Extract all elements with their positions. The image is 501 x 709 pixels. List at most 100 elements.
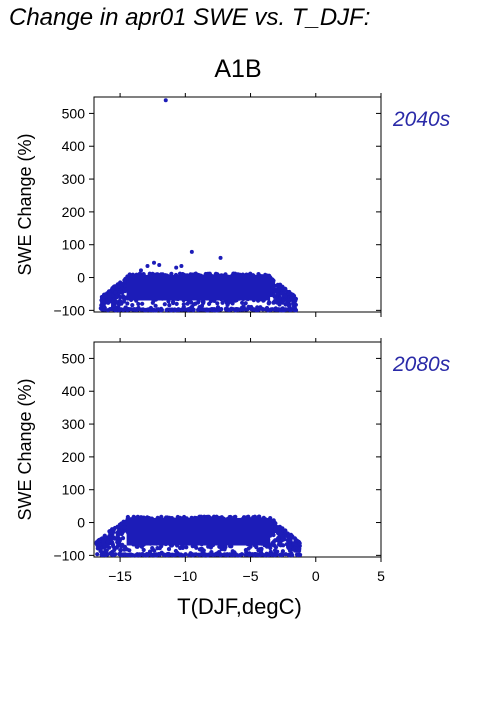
scatter-point (156, 307, 161, 312)
scatter-point (119, 290, 124, 295)
scatter-point (273, 521, 278, 526)
scatter-outlier (138, 268, 143, 273)
scatter-point (262, 553, 267, 558)
scatter-point (243, 301, 248, 306)
scatter-point (256, 548, 261, 553)
scatter-point (113, 290, 118, 295)
y-tick-label: 300 (62, 171, 86, 187)
scatter-outlier (218, 255, 223, 260)
scatter-point (141, 547, 146, 553)
scatter-point (224, 307, 229, 312)
y-axis-label: SWE Change (%) (15, 378, 35, 520)
scatter-point (222, 547, 227, 552)
scatter-point (110, 304, 116, 309)
scatter-point (283, 552, 288, 557)
scatter-point (267, 300, 272, 305)
x-tick-label: −15 (108, 568, 132, 584)
scatter-point (202, 552, 207, 557)
scatter-point (276, 287, 281, 292)
scatter-point (206, 514, 211, 519)
scatter-point (109, 530, 114, 535)
scatter-point (114, 545, 119, 550)
scatter-point (178, 545, 183, 551)
scatter-point (104, 548, 109, 553)
scatter-point (200, 299, 205, 304)
scatter-point (239, 307, 244, 312)
scatter-point (251, 307, 256, 312)
scatter-point (286, 291, 291, 296)
scatter-point (286, 536, 292, 541)
scatter-point (282, 298, 287, 303)
scatter-point (171, 300, 176, 306)
scatter-point (108, 307, 113, 312)
y-tick-label: 0 (77, 270, 85, 286)
scatter-point (271, 285, 276, 290)
scatter-point (289, 296, 294, 301)
scatter-point (99, 302, 104, 307)
scatter-point (230, 549, 235, 554)
scatter-point (107, 534, 112, 539)
y-tick-label: 100 (62, 482, 86, 498)
scatter-point (95, 552, 100, 557)
scatter-point (146, 307, 151, 312)
scatter-point (103, 535, 108, 540)
scatter-point (287, 553, 292, 558)
scatter-point (114, 299, 119, 304)
scatter-point (271, 300, 276, 305)
scatter-point (294, 552, 300, 557)
scatter-point (243, 552, 248, 557)
y-tick-label: 200 (62, 449, 86, 465)
scatter-points (94, 514, 303, 558)
scatter-point (272, 307, 277, 312)
scatter-point (174, 301, 179, 306)
scatter-point (118, 548, 123, 553)
scatter-point (279, 291, 284, 296)
scatter-point (280, 534, 285, 539)
scatter-point (207, 301, 212, 306)
scatter-point (121, 299, 126, 304)
x-tick-label: 0 (312, 568, 320, 584)
scatter-point (281, 543, 286, 548)
scatter-point (119, 521, 124, 526)
scatter-point (293, 307, 298, 312)
scatter-point (240, 300, 245, 305)
scatter-point (162, 302, 167, 307)
scatter-point (125, 552, 130, 558)
scatter-point (283, 293, 288, 298)
scatter-point (269, 552, 274, 558)
scatter-point (276, 307, 281, 312)
scatter-point (173, 308, 178, 313)
scenario-title: A1B (214, 55, 262, 83)
scatter-point (131, 307, 136, 312)
scatter-point (119, 525, 124, 530)
figure-title: Change in apr01 SWE vs. T_DJF: (9, 4, 371, 31)
scatter-point (122, 278, 127, 283)
scatter-point (271, 542, 276, 547)
scatter-point (231, 552, 236, 558)
scatter-point (254, 545, 259, 550)
scatter-point (167, 303, 172, 308)
scatter-point (118, 552, 123, 557)
y-tick-label: 100 (62, 237, 86, 253)
scatter-point (286, 298, 291, 303)
scatter-point (219, 307, 224, 312)
scatter-point (197, 305, 202, 310)
scatter-point (269, 288, 274, 294)
scatter-point (115, 533, 120, 538)
scatter-point (120, 294, 125, 299)
scatter-dense-core (126, 274, 271, 301)
scatter-point (161, 552, 166, 557)
scatter-point (150, 546, 155, 551)
scatter-point (110, 540, 115, 545)
scatter-point (255, 305, 260, 310)
scatter-point (264, 544, 270, 549)
y-tick-label: 400 (62, 383, 86, 399)
scatter-point (222, 552, 227, 557)
scatter-point (147, 271, 152, 276)
scatter-point (216, 550, 222, 555)
scatter-point (271, 532, 276, 538)
scatter-point (215, 301, 220, 306)
scatter-point (273, 527, 278, 533)
scatter-point (125, 301, 130, 306)
scatter-point (247, 552, 252, 558)
